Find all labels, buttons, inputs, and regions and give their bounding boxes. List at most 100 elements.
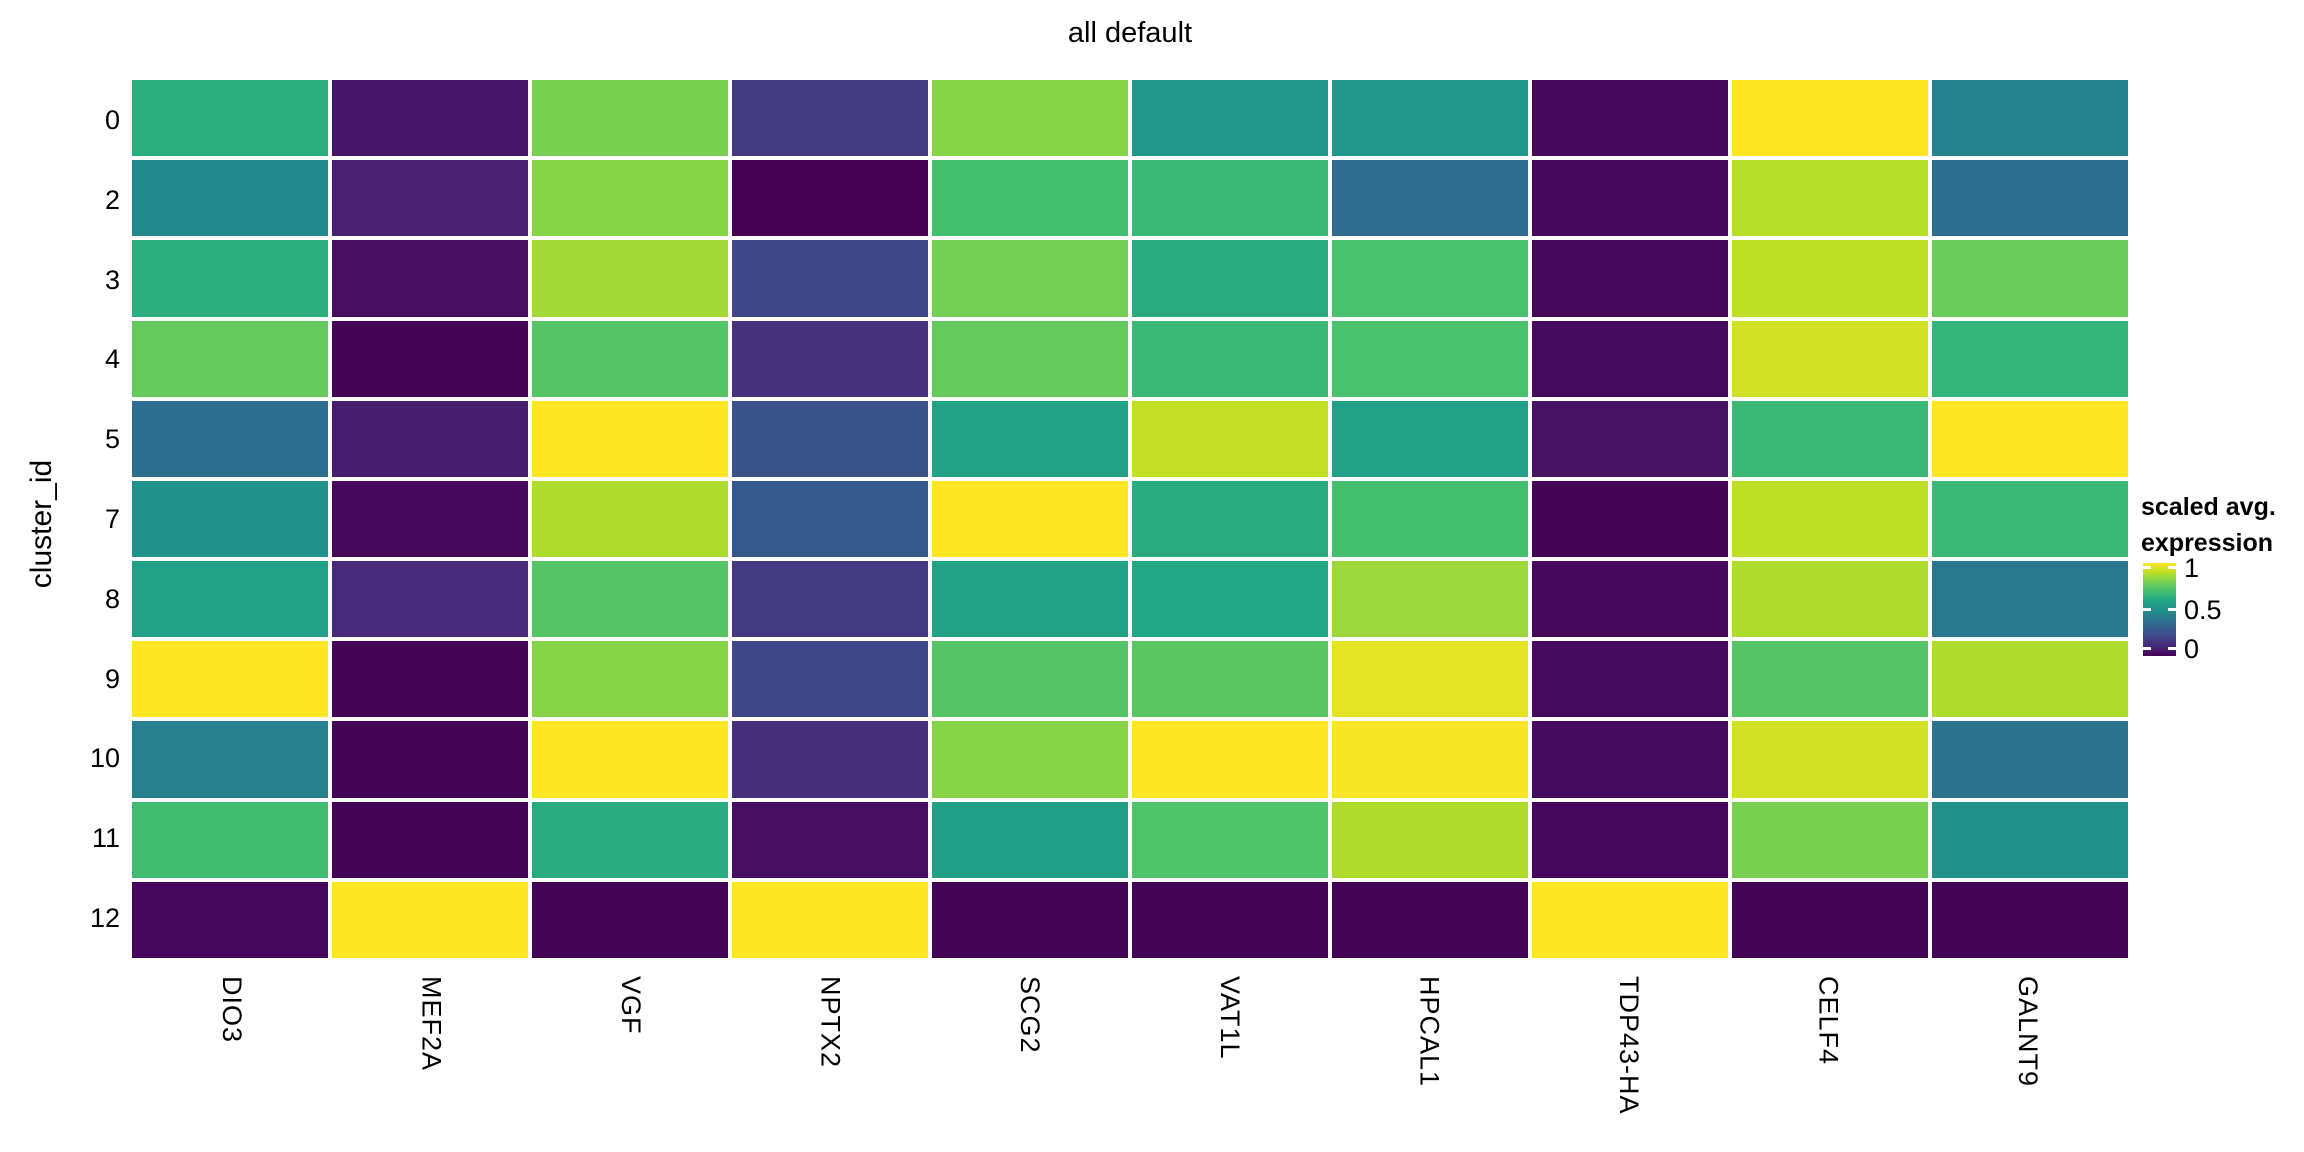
heatmap-cell (1732, 721, 1928, 798)
heatmap-cell (332, 240, 528, 317)
heatmap-cell (1932, 320, 2128, 397)
heatmap-cell (132, 721, 328, 798)
x-axis-tick-label: NPTX2 (815, 976, 846, 1069)
heatmap-cell (532, 80, 728, 157)
heatmap-cell (332, 881, 528, 958)
heatmap-cell (732, 801, 928, 878)
heatmap-cell (132, 240, 328, 317)
x-axis-tick-label: DIO3 (216, 976, 247, 1044)
heatmap-cell (1332, 80, 1528, 157)
y-axis-tick-label: 8 (104, 583, 120, 614)
plot-title: all default (1067, 17, 1193, 49)
heatmap-cell (932, 160, 1128, 237)
heatmap-cell (732, 320, 928, 397)
heatmap-cell (1132, 400, 1328, 477)
heatmap-cell (932, 400, 1128, 477)
heatmap-cell (732, 480, 928, 558)
legend-tick-mark (2168, 566, 2176, 570)
y-axis-tick-label: 3 (104, 264, 120, 295)
heatmap-cell (532, 480, 728, 558)
y-axis-tick-label: 11 (91, 823, 120, 854)
heatmap-cell (1532, 400, 1728, 477)
heatmap-cell (1732, 320, 1928, 397)
heatmap-cell (532, 160, 728, 237)
heatmap-cell (1932, 160, 2128, 237)
heatmap-cell (1332, 721, 1528, 798)
heatmap-cell (932, 881, 1128, 958)
heatmap-cell (332, 80, 528, 157)
heatmap-cell (1532, 240, 1728, 317)
y-axis-tick-label: 12 (89, 903, 120, 934)
heatmap-cell (1132, 881, 1328, 958)
heatmap-cell (1932, 561, 2128, 638)
heatmap-cell (1732, 240, 1928, 317)
x-axis-tick-label: SCG2 (1015, 976, 1046, 1054)
heatmap-cell (532, 561, 728, 638)
heatmap-cell (1132, 721, 1328, 798)
heatmap-cell (1532, 160, 1728, 237)
heatmap-cell (1132, 641, 1328, 718)
heatmap-cell (932, 561, 1128, 638)
heatmap-cell (332, 641, 528, 718)
heatmap-cell (532, 801, 728, 878)
heatmap-cell (1732, 80, 1928, 157)
legend-tick-mark (2143, 647, 2151, 651)
x-axis-tick-label: HPCAL1 (1414, 976, 1445, 1088)
heatmap-cell (1332, 240, 1528, 317)
heatmap-cell (1732, 160, 1928, 237)
heatmap-cell (332, 400, 528, 477)
heatmap-cell (1932, 80, 2128, 157)
x-axis-tick-label: CELF4 (1813, 976, 1844, 1066)
heatmap-cell (1132, 80, 1328, 157)
heatmap-cell (932, 240, 1128, 317)
heatmap-cell (132, 480, 328, 558)
heatmap-grid (132, 80, 2128, 958)
heatmap-cell (1332, 480, 1528, 558)
legend-tick-mark (2168, 608, 2176, 611)
heatmap-cell (132, 400, 328, 477)
heatmap-cell (1332, 400, 1528, 477)
heatmap-cell (1932, 801, 2128, 878)
y-axis-tick-label: 5 (104, 424, 120, 455)
heatmap-cell (1132, 561, 1328, 638)
heatmap-cell (132, 80, 328, 157)
heatmap-cell (332, 480, 528, 558)
heatmap-cell (532, 400, 728, 477)
heatmap-cell (332, 160, 528, 237)
legend-tick-label: 0.5 (2184, 594, 2222, 625)
heatmap-cell (1932, 480, 2128, 558)
heatmap-cell (1532, 320, 1728, 397)
legend-tick-label: 1 (2184, 552, 2200, 583)
heatmap-cell (732, 721, 928, 798)
heatmap-cell (132, 881, 328, 958)
heatmap-cell (1732, 881, 1928, 958)
heatmap-cell (332, 561, 528, 638)
heatmap-cell (532, 240, 728, 317)
heatmap-cell (1532, 80, 1728, 157)
heatmap-cell (932, 80, 1128, 157)
heatmap-cell (1332, 561, 1528, 638)
x-axis-tick-label: VAT1L (1214, 976, 1245, 1060)
y-axis-tick-label: 10 (89, 743, 120, 774)
heatmap-cell (1532, 801, 1728, 878)
y-axis-tick-label: 4 (104, 344, 120, 375)
heatmap-cell (932, 320, 1128, 397)
heatmap-cell (732, 240, 928, 317)
heatmap-cell (1732, 480, 1928, 558)
heatmap-cell (1532, 641, 1728, 718)
heatmap-cell (1932, 881, 2128, 958)
heatmap-cell (332, 721, 528, 798)
heatmap-cell (1932, 400, 2128, 477)
heatmap-cell (1532, 881, 1728, 958)
heatmap-cell (1332, 801, 1528, 878)
heatmap-cell (1132, 160, 1328, 237)
heatmap-cell (932, 641, 1128, 718)
y-axis-tick-label: 9 (104, 663, 120, 694)
heatmap-cell (1332, 160, 1528, 237)
heatmap-cell (132, 641, 328, 718)
heatmap-cell (132, 801, 328, 878)
heatmap-cell (132, 561, 328, 638)
heatmap-cell (1532, 561, 1728, 638)
heatmap-cell (732, 400, 928, 477)
